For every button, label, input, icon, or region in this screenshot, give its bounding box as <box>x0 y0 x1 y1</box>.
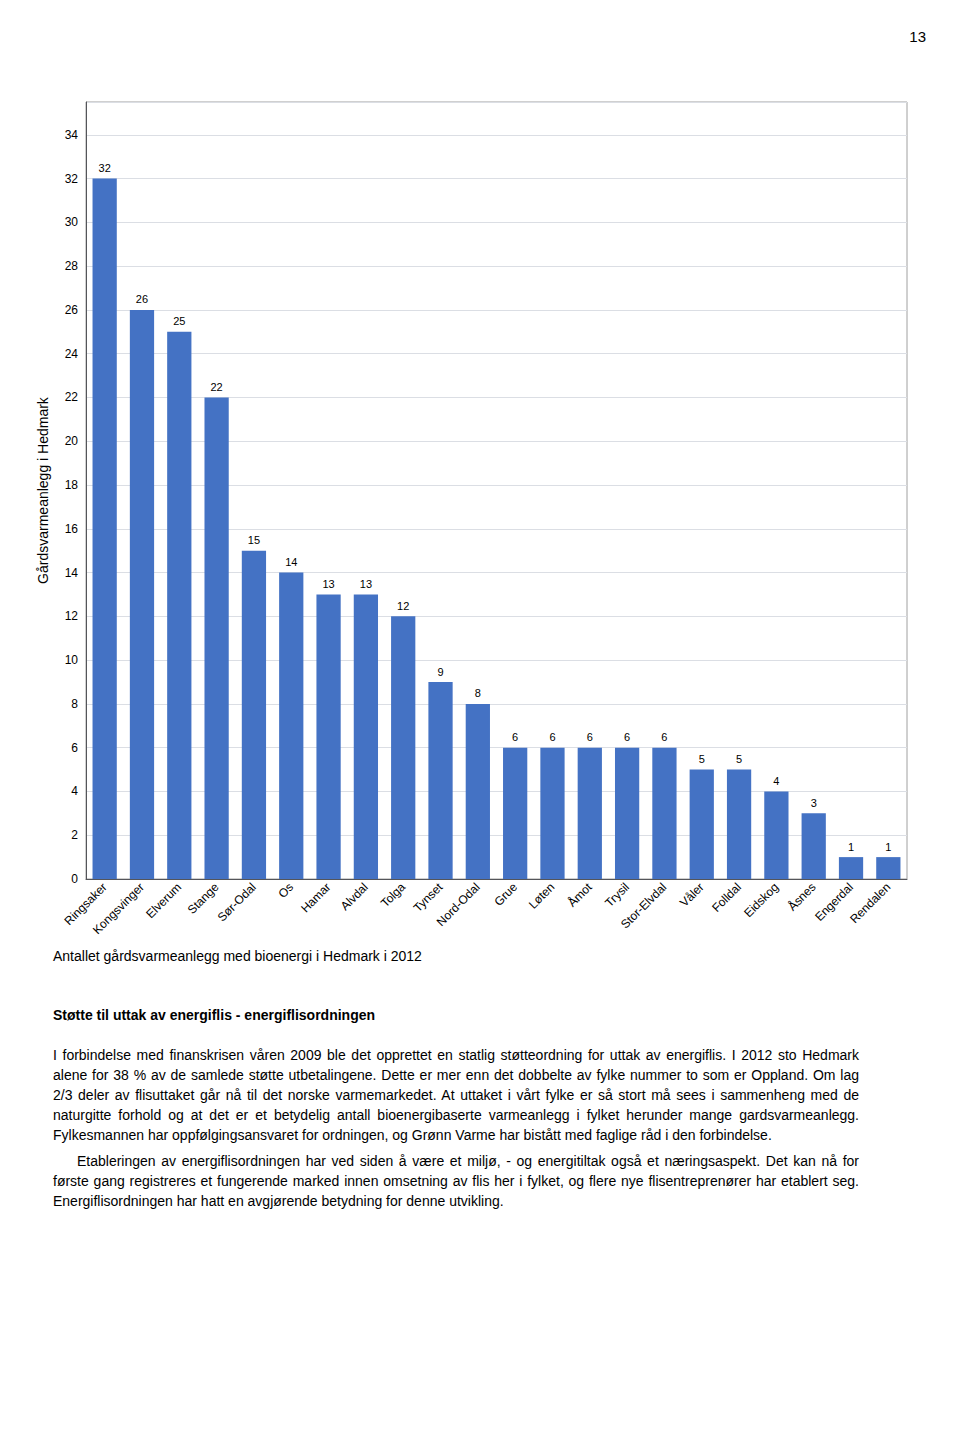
svg-text:4: 4 <box>71 784 78 798</box>
svg-text:Trysil: Trysil <box>602 880 632 910</box>
svg-text:9: 9 <box>437 666 443 678</box>
svg-text:5: 5 <box>699 753 705 765</box>
svg-text:Stange: Stange <box>185 880 222 917</box>
svg-text:34: 34 <box>65 128 79 142</box>
svg-text:0: 0 <box>71 872 78 886</box>
svg-text:Gårdsvarmeanlegg i Hedmark: Gårdsvarmeanlegg i Hedmark <box>35 396 51 584</box>
svg-text:18: 18 <box>65 478 79 492</box>
svg-text:13: 13 <box>322 578 334 590</box>
svg-text:Tolga: Tolga <box>378 880 408 910</box>
svg-text:Kongsvinger: Kongsvinger <box>90 880 147 937</box>
html-text:Etableringen av energiflisordn: Etableringen av energiflisordningen har … <box>53 1153 859 1209</box>
svg-text:6: 6 <box>624 731 630 743</box>
svg-text:Alvdal: Alvdal <box>338 880 371 913</box>
svg-text:16: 16 <box>65 522 79 536</box>
svg-text:22: 22 <box>210 381 222 393</box>
svg-text:1: 1 <box>848 841 854 853</box>
svg-text:5: 5 <box>736 753 742 765</box>
svg-text:Grue: Grue <box>491 880 520 909</box>
svg-text:26: 26 <box>136 293 148 305</box>
svg-text:30: 30 <box>65 215 79 229</box>
svg-text:8: 8 <box>475 687 481 699</box>
svg-text:25: 25 <box>173 315 185 327</box>
svg-text:Engerdal: Engerdal <box>812 880 856 924</box>
svg-text:Nord-Odal: Nord-Odal <box>434 880 483 929</box>
svg-text:28: 28 <box>65 259 79 273</box>
svg-text:14: 14 <box>65 566 79 580</box>
svg-text:1: 1 <box>885 841 891 853</box>
svg-text:Sør-Odal: Sør-Odal <box>215 880 259 924</box>
svg-text:6: 6 <box>549 731 555 743</box>
svg-text:Åsnes: Åsnes <box>784 879 818 913</box>
svg-text:10: 10 <box>65 653 79 667</box>
svg-text:15: 15 <box>248 534 260 546</box>
svg-text:6: 6 <box>512 731 518 743</box>
svg-text:Stor-Elvdal: Stor-Elvdal <box>618 880 669 931</box>
svg-text:12: 12 <box>65 609 79 623</box>
svg-text:4: 4 <box>773 775 779 787</box>
svg-text:6: 6 <box>71 741 78 755</box>
svg-text:Rendalen: Rendalen <box>847 880 893 926</box>
svg-text:22: 22 <box>65 390 79 404</box>
svg-text:Ringsaker: Ringsaker <box>61 880 110 929</box>
html-text:Støtte til uttak av energiflis: Støtte til uttak av energiflis - energif… <box>53 1007 375 1023</box>
svg-text:Tynset: Tynset <box>411 880 446 915</box>
svg-text:8: 8 <box>71 697 78 711</box>
svg-text:20: 20 <box>65 434 79 448</box>
svg-text:Hamar: Hamar <box>298 880 333 915</box>
svg-text:3: 3 <box>811 797 817 809</box>
svg-text:32: 32 <box>65 172 79 186</box>
svg-text:Os: Os <box>275 880 296 901</box>
svg-text:Våler: Våler <box>677 880 707 910</box>
html-text:Antallet gårdsvarmeanlegg med: Antallet gårdsvarmeanlegg med bioenergi … <box>53 948 422 964</box>
html-text:13: 13 <box>909 28 926 45</box>
svg-text:13: 13 <box>360 578 372 590</box>
svg-text:2: 2 <box>71 828 78 842</box>
html-text:I forbindelse med finanskrisen: I forbindelse med finanskrisen våren 200… <box>53 1047 859 1143</box>
svg-text:6: 6 <box>661 731 667 743</box>
svg-text:6: 6 <box>587 731 593 743</box>
svg-text:Elverum: Elverum <box>143 880 184 921</box>
svg-text:26: 26 <box>65 303 79 317</box>
svg-text:14: 14 <box>285 556 297 568</box>
svg-text:12: 12 <box>397 600 409 612</box>
svg-text:Folldal: Folldal <box>709 880 744 915</box>
svg-text:24: 24 <box>65 347 79 361</box>
svg-text:Løten: Løten <box>526 880 558 912</box>
svg-text:32: 32 <box>99 162 111 174</box>
svg-text:Eidskog: Eidskog <box>741 880 781 920</box>
svg-text:Åmot: Åmot <box>564 879 595 910</box>
